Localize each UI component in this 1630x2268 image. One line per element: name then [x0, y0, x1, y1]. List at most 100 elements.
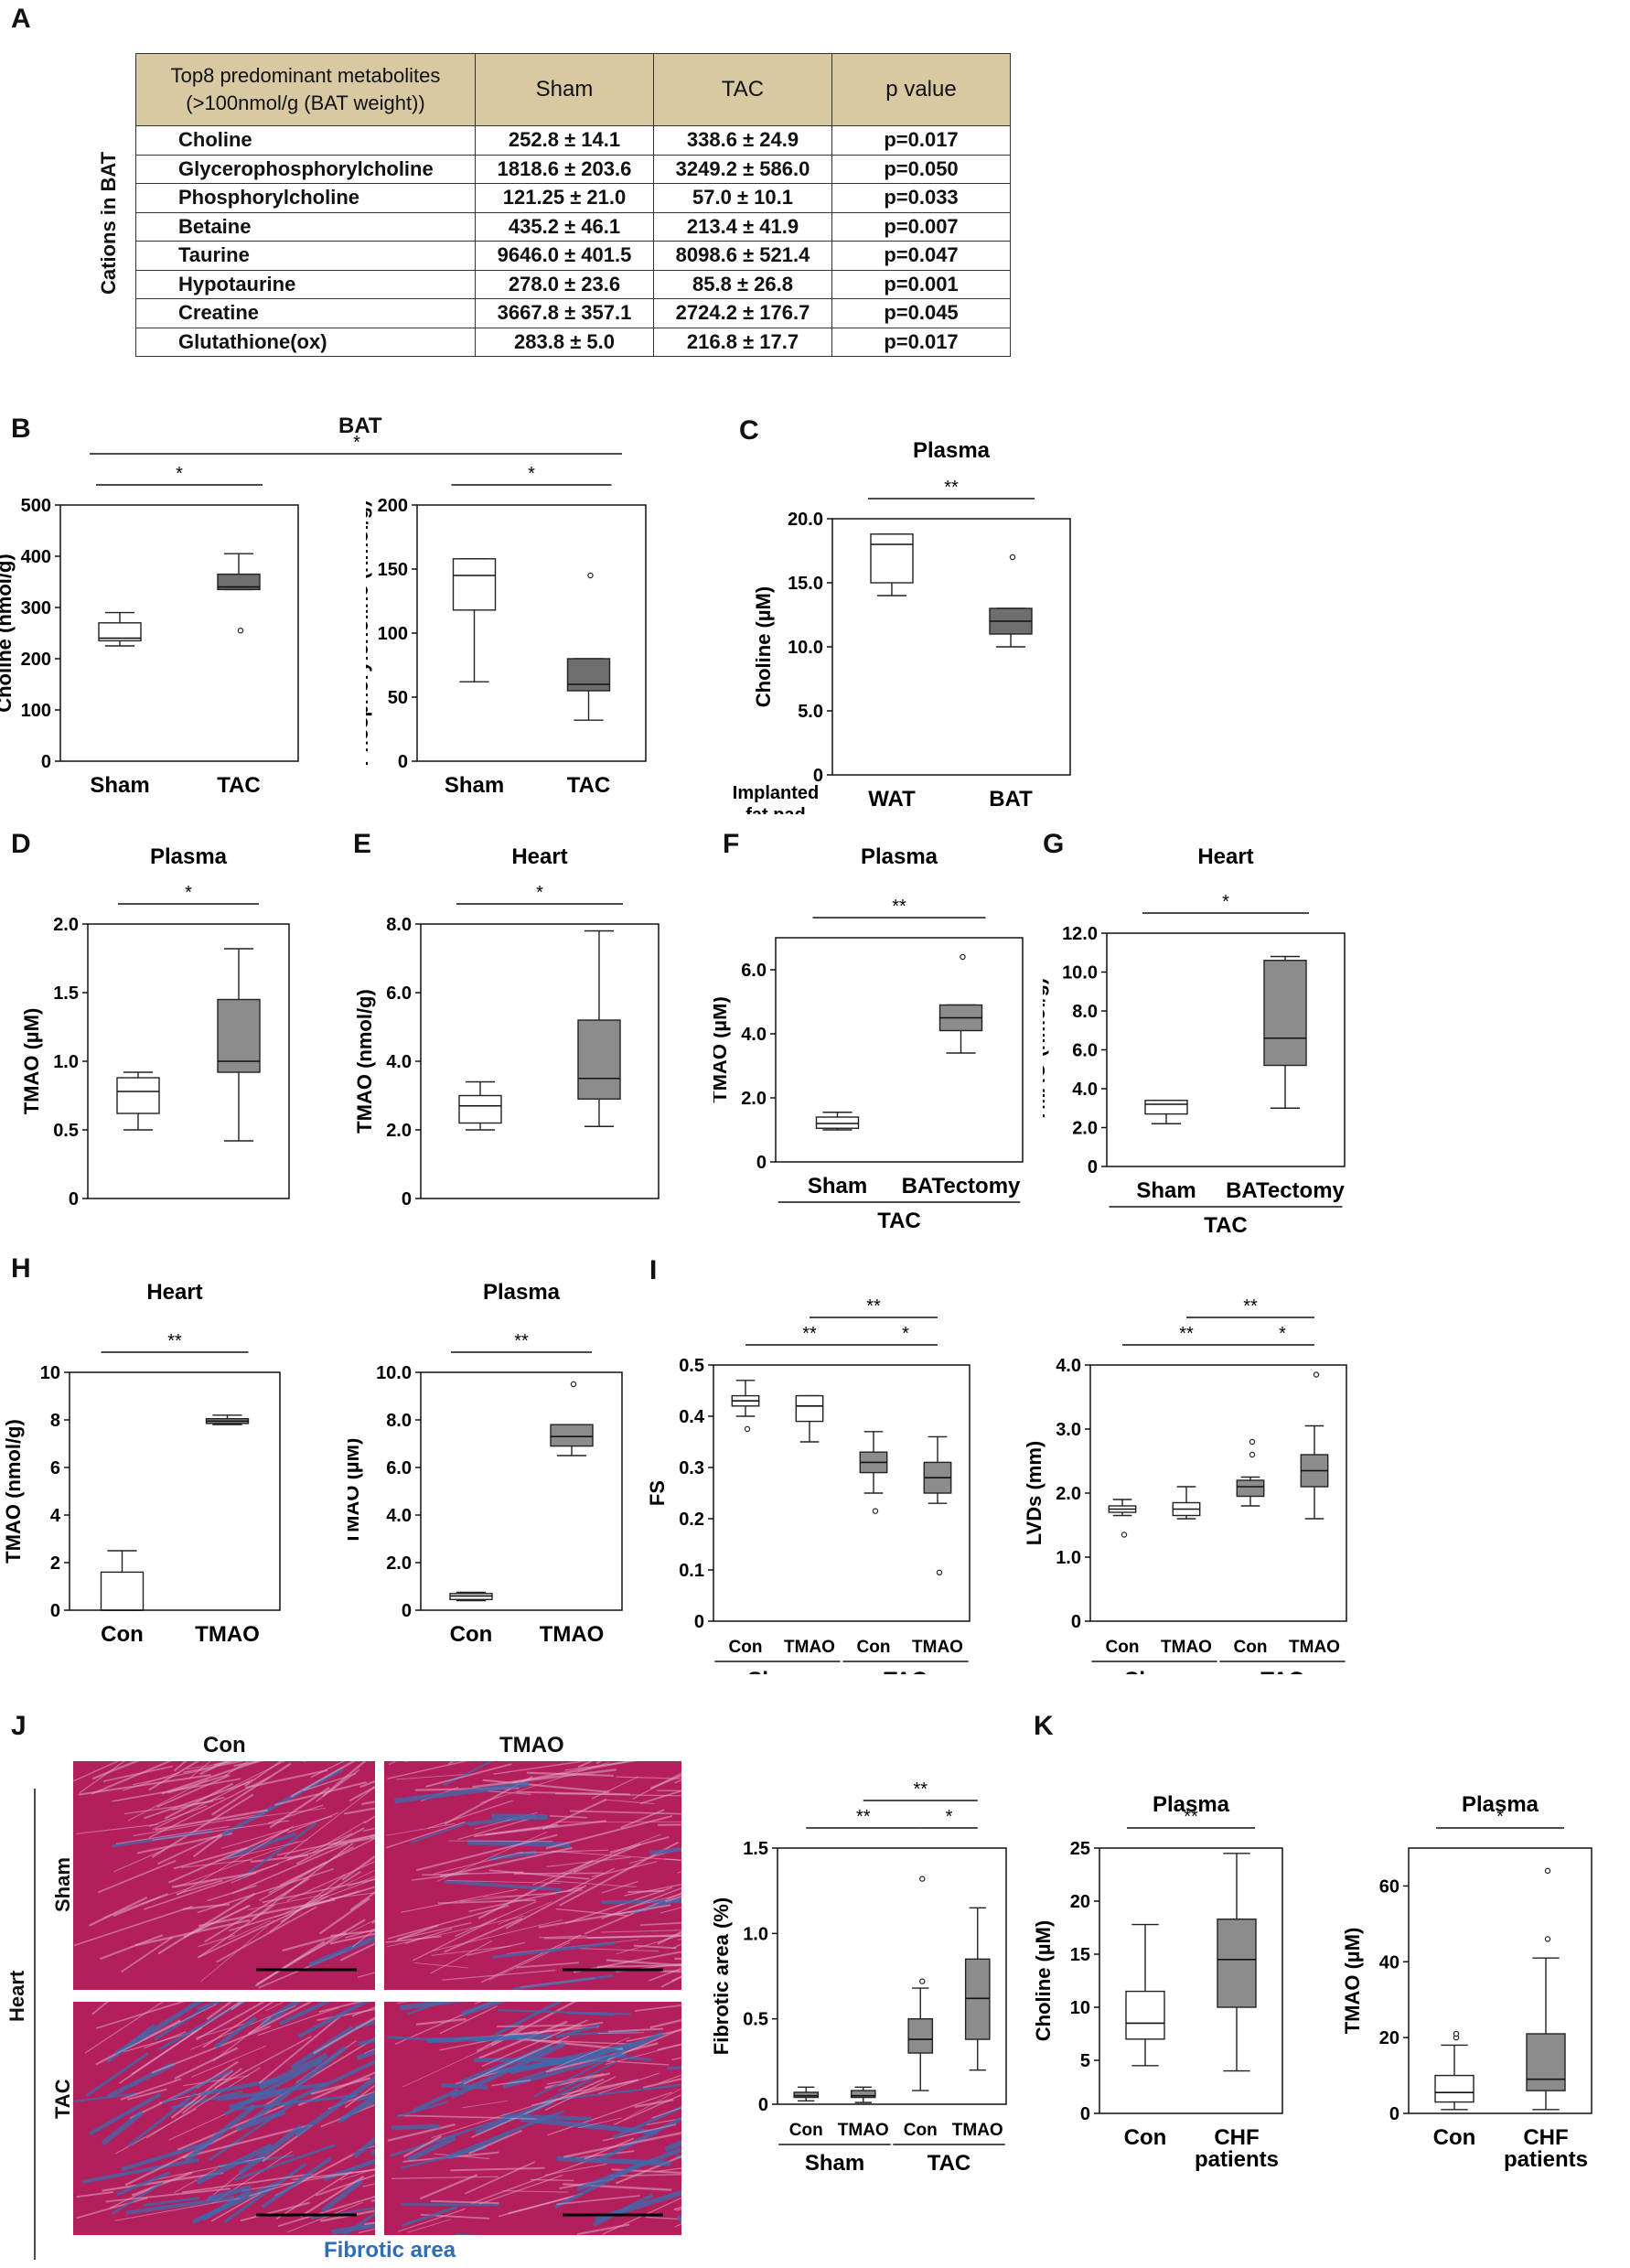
- plot-frame: [775, 937, 1024, 1163]
- y-tick-label: 1.0: [53, 1052, 79, 1072]
- y-axis-label: TMAO (µM): [348, 1438, 363, 1545]
- tissue-fiber: [443, 1761, 494, 1787]
- tissue-fiber: [674, 1957, 681, 1961]
- tissue-fiber: [531, 2079, 639, 2107]
- tissue-fiber: [191, 1905, 249, 1934]
- outlier-point: [237, 627, 244, 634]
- tissue-fiber: [394, 2002, 494, 2046]
- tissue-fiber: [73, 1761, 120, 1782]
- significance-label: **: [514, 1331, 529, 1351]
- panel-b-title: BAT: [338, 414, 382, 438]
- y-tick-label: 2.0: [386, 1553, 412, 1574]
- x-tick-label: Con: [1433, 2125, 1476, 2150]
- tissue-fiber: [312, 2016, 375, 2055]
- box: [1217, 1919, 1257, 2008]
- tissue-fiber: [555, 1908, 628, 1917]
- significance-label: **: [944, 478, 959, 498]
- tissue-fiber: [295, 1827, 365, 1865]
- tissue-fiber: [601, 1929, 681, 1933]
- tissue-fiber: [491, 2080, 531, 2087]
- tissue-fiber: [649, 1967, 681, 1982]
- table-cell: 1818.6 ± 203.6: [475, 154, 654, 184]
- tissue-fiber: [626, 2029, 681, 2043]
- x-tick-label: Sham: [1136, 1178, 1196, 1203]
- tissue-fiber: [658, 1823, 681, 1826]
- tissue-fiber: [516, 1790, 630, 1796]
- x-tick-label: TAC: [217, 773, 261, 798]
- tissue-fiber: [431, 1945, 512, 1956]
- x-tick-label: Con: [904, 2121, 938, 2140]
- tissue-fiber: [492, 1940, 617, 1959]
- chart-i-lvds: 0 1.0 2.0 3.0 4.0 LVDs (mm) Con TMAO Con TMAO Sham…: [1023, 1296, 1347, 1674]
- tissue-fiber: [656, 1790, 681, 1792]
- tissue-fiber: [113, 1893, 169, 1918]
- plot-frame: [1099, 1847, 1283, 2114]
- tissue-fiber: [152, 1779, 253, 1831]
- y-tick-label: 0: [398, 752, 408, 772]
- box: [1434, 2074, 1475, 2103]
- tissue-fiber: [431, 2105, 532, 2139]
- tissue-fiber: [339, 2094, 375, 2123]
- table-cell: 283.8 ± 5.0: [475, 327, 654, 357]
- tissue-fiber: [191, 2181, 279, 2224]
- tissue-fiber: [176, 1879, 223, 1896]
- tissue-fiber: [221, 1815, 333, 1849]
- chart-f-plasma-tmao: Plasma 0 2.0 4.0 6.0 TMAO (µM) Sham BATectomy TA…: [713, 844, 1024, 1233]
- chart-h-heart-tmao: Heart 0 2 4 6 8 10 TMAO (nmol/g) Con TMAO **: [2, 1280, 281, 1647]
- tissue-fiber: [158, 2002, 247, 2051]
- tissue-fiber: [422, 1871, 524, 1876]
- tissue-fiber: [259, 1845, 354, 1901]
- y-tick-label: 5: [1080, 2051, 1090, 2071]
- y-tick-label: 2.0: [1056, 1484, 1081, 1504]
- y-tick-label: 2: [50, 1553, 60, 1574]
- tissue-fiber: [144, 1863, 279, 1910]
- box: [1236, 1479, 1265, 1498]
- tissue-fiber: [427, 1800, 513, 1829]
- tissue-fiber: [444, 1879, 562, 1892]
- tissue-fiber: [188, 1761, 211, 1779]
- box: [815, 1116, 860, 1129]
- group-label: TAC: [928, 2151, 971, 2176]
- tissue-fiber: [602, 2197, 681, 2235]
- tissue-fiber: [196, 2143, 273, 2186]
- box: [98, 622, 142, 642]
- tissue-fiber: [431, 2199, 499, 2205]
- tissue-fiber: [228, 1919, 272, 1940]
- y-tick-label: 4.0: [1072, 1080, 1098, 1100]
- tissue-fiber: [91, 1761, 140, 1780]
- tissue-fiber: [545, 1814, 673, 1850]
- tissue-fiber: [320, 2209, 375, 2222]
- tissue-fiber: [358, 2037, 375, 2047]
- table-cell: 3249.2 ± 586.0: [653, 154, 832, 184]
- table-cell: 8098.6 ± 521.4: [653, 241, 832, 271]
- tissue-fiber: [642, 2078, 681, 2089]
- significance-label: *: [536, 883, 543, 903]
- table-header-row: Top8 predominant metabolites (>100nmol/g…: [135, 53, 1011, 126]
- panel-j-side-bracket: [34, 1789, 36, 2260]
- tissue-fiber: [143, 2197, 200, 2207]
- table-cell: p=0.017: [831, 327, 1011, 357]
- x-tick-label: TMAO: [1289, 1638, 1340, 1657]
- tissue-fiber: [483, 1893, 557, 1898]
- tissue-fiber: [97, 1860, 177, 1894]
- y-tick-label: 200: [21, 650, 51, 670]
- tissue-fiber: [576, 2147, 681, 2192]
- tissue-fiber: [196, 2002, 224, 2011]
- tissue-fiber: [278, 2002, 332, 2026]
- tissue-fiber: [248, 1893, 327, 1910]
- y-tick-label: 4.0: [386, 1506, 412, 1526]
- tissue-fiber: [419, 2174, 478, 2200]
- tissue-fiber: [472, 1768, 617, 1789]
- tissue-fiber: [320, 1878, 375, 1899]
- tissue-fiber: [192, 1833, 224, 1858]
- x-tick-label: TMAO: [195, 1622, 260, 1647]
- tissue-fiber: [645, 2216, 681, 2220]
- tissue-fiber: [268, 1804, 324, 1824]
- y-axis-label: TMAO (µM): [1341, 1928, 1364, 2035]
- tissue-fiber: [413, 2088, 460, 2112]
- box: [577, 1019, 621, 1100]
- y-tick-label: 0.3: [679, 1458, 704, 1478]
- tissue-fiber: [295, 2075, 375, 2138]
- y-tick-label: 0: [50, 1601, 60, 1621]
- plot-frame: [420, 923, 660, 1199]
